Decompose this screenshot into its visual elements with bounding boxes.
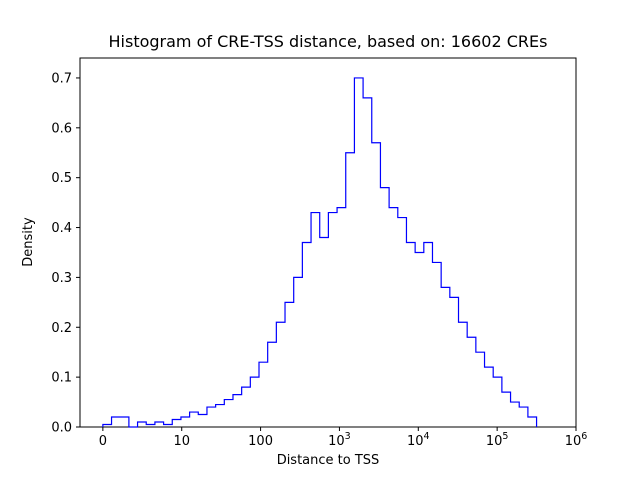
chart-title: Histogram of CRE-TSS distance, based on:… [109,32,548,51]
x-tick-label: 104 [407,431,430,449]
x-tick-label: 0 [99,434,107,449]
x-tick-label: 105 [486,431,509,449]
x-tick-label: 103 [328,431,351,449]
histogram-step-line [102,77,538,428]
x-axis-label: Distance to TSS [277,453,380,468]
x-tick-label: 106 [565,431,588,449]
y-axis-label: Density [21,217,36,267]
y-tick-label: 0.2 [51,321,72,336]
y-tick-label: 0.7 [51,71,72,86]
x-tick-label: 100 [248,434,273,449]
y-tick-label: 0.1 [51,371,72,386]
axes-frame [79,57,577,428]
y-tick-label: 0.3 [51,271,72,286]
y-tick-label: 0.6 [51,121,72,136]
y-tick-label: 0.0 [51,421,72,436]
y-tick-label: 0.5 [51,171,72,186]
x-tick-label: 10 [173,434,190,449]
y-tick-label: 0.4 [51,221,72,236]
